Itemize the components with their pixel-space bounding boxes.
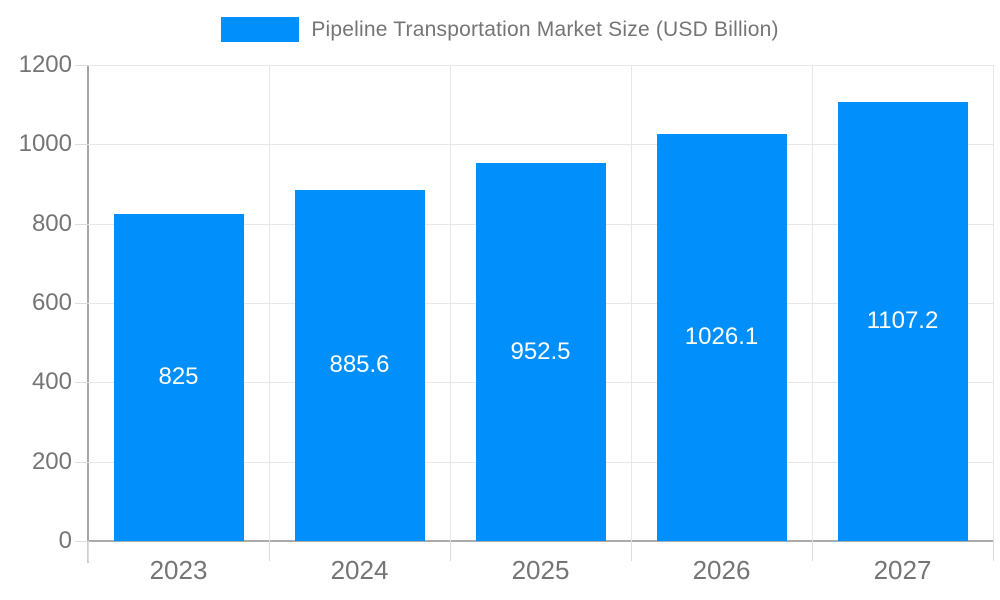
x-axis-line [87, 540, 993, 542]
bar[interactable]: 1026.1 [656, 133, 787, 541]
gridline-v [993, 65, 994, 541]
x-tick-mark [88, 541, 89, 561]
y-tick-mark [75, 144, 88, 146]
bar-value-label: 825 [158, 363, 199, 391]
bar-value-label: 885.6 [329, 351, 390, 379]
bar-value-label: 1107.2 [866, 307, 939, 335]
y-axis-label: 1000 [18, 130, 72, 158]
bar-value-label: 1026.1 [684, 323, 759, 351]
plot-area: 0 200 400 600 800 1000 1200 825 2023 885.6 2024 952… [19, 51, 994, 585]
x-axis-label: 2025 [511, 555, 570, 585]
gridline-h [88, 65, 993, 66]
gridline-v [631, 65, 632, 541]
y-tick-mark [75, 223, 88, 225]
legend[interactable]: Pipeline Transportation Market Size (USD… [0, 17, 1000, 42]
y-axis-label: 400 [31, 368, 72, 396]
y-tick-mark [75, 382, 88, 384]
x-tick-mark [631, 541, 632, 561]
x-axis-label: 2023 [149, 555, 208, 585]
bar[interactable]: 952.5 [475, 163, 606, 541]
y-tick-mark [75, 303, 88, 304]
bar-value-label: 952.5 [510, 338, 571, 366]
y-tick-mark [75, 461, 88, 463]
legend-swatch-icon [221, 17, 300, 42]
gridline-v [812, 65, 813, 541]
bar[interactable]: 885.6 [294, 189, 425, 541]
x-axis-label: 2026 [692, 555, 751, 585]
gridline-v [450, 65, 451, 541]
y-axis-label: 800 [31, 209, 72, 237]
y-tick-mark [75, 65, 88, 66]
y-axis-label: 0 [58, 527, 72, 554]
bar[interactable]: 825 [113, 213, 244, 541]
bar[interactable]: 1107.2 [837, 101, 968, 541]
x-tick-mark [812, 541, 813, 561]
y-tick-mark [75, 541, 88, 542]
y-axis-label: 200 [31, 447, 72, 475]
y-axis-label: 1200 [18, 51, 72, 78]
gridline-v [269, 65, 270, 541]
gridline-h [88, 144, 993, 146]
x-axis-label: 2024 [330, 555, 389, 585]
x-axis-label: 2027 [873, 555, 932, 585]
x-tick-mark [269, 541, 270, 561]
y-axis-label: 600 [31, 289, 72, 316]
x-tick-mark [450, 541, 451, 561]
legend-label: Pipeline Transportation Market Size (USD… [311, 17, 779, 41]
x-tick-mark [993, 541, 994, 561]
